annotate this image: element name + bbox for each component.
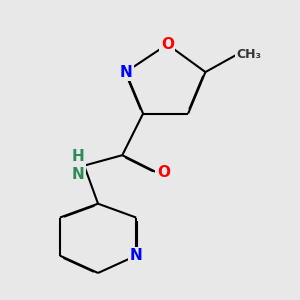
- Text: O: O: [161, 37, 174, 52]
- Text: N: N: [130, 248, 142, 263]
- Text: H
N: H N: [71, 149, 84, 182]
- Text: N: N: [119, 64, 132, 80]
- Text: CH₃: CH₃: [237, 48, 262, 61]
- Text: O: O: [157, 165, 170, 180]
